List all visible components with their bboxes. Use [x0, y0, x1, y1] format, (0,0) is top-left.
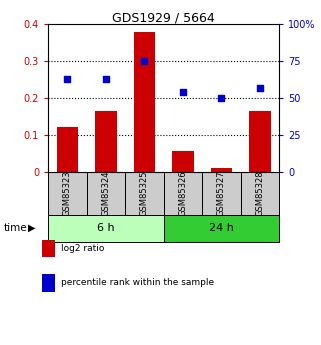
- Text: ▶: ▶: [28, 223, 36, 233]
- Text: time: time: [3, 223, 27, 233]
- Text: 6 h: 6 h: [97, 223, 115, 233]
- Text: 24 h: 24 h: [209, 223, 234, 233]
- Bar: [125, 172, 164, 215]
- Bar: [202, 172, 241, 215]
- Bar: [134, 31, 155, 172]
- Bar: [172, 151, 194, 172]
- Bar: [241, 172, 279, 215]
- Bar: [164, 172, 202, 215]
- Text: GSM85324: GSM85324: [101, 170, 110, 216]
- Text: log2 ratio: log2 ratio: [61, 244, 104, 253]
- Point: [103, 76, 108, 81]
- Bar: [48, 172, 87, 215]
- Point: [180, 89, 186, 95]
- Text: GSM85326: GSM85326: [178, 170, 187, 216]
- Bar: [57, 127, 78, 172]
- Text: GSM85325: GSM85325: [140, 170, 149, 216]
- Bar: [211, 168, 232, 172]
- Bar: [164, 215, 279, 242]
- Bar: [87, 172, 125, 215]
- Title: GDS1929 / 5664: GDS1929 / 5664: [112, 11, 215, 24]
- Bar: [95, 111, 117, 172]
- Point: [65, 76, 70, 81]
- Text: GSM85327: GSM85327: [217, 170, 226, 216]
- Text: percentile rank within the sample: percentile rank within the sample: [61, 278, 214, 287]
- Text: GSM85328: GSM85328: [256, 170, 265, 216]
- Bar: [48, 215, 164, 242]
- Point: [219, 95, 224, 101]
- Point: [142, 58, 147, 64]
- Point: [257, 85, 263, 90]
- Bar: [249, 111, 271, 172]
- Text: GSM85323: GSM85323: [63, 170, 72, 216]
